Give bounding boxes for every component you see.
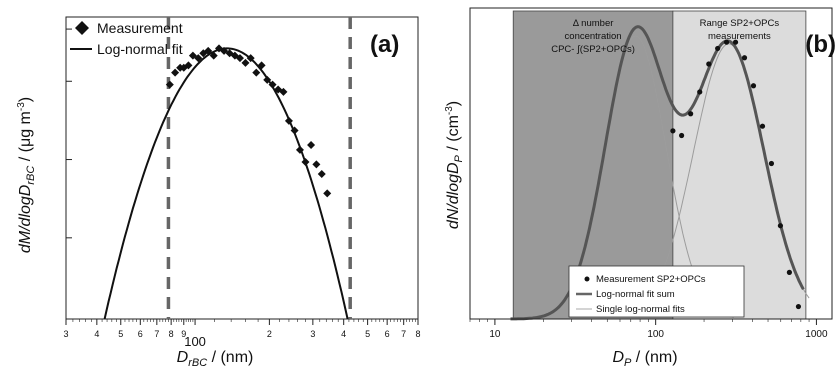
a-measurement-point <box>295 145 304 154</box>
b-region-label: CPC- ∫(SP2+OPCs) <box>551 44 635 55</box>
legend-measurement-sp2-label: Measurement SP2+OPCs <box>596 274 706 285</box>
a-measurement-point <box>268 80 277 89</box>
panel-b-chart: 10 100 1000 Δ number concentration CPC- ∫(SP… <box>444 7 836 367</box>
b-measurement-point <box>723 39 730 45</box>
a-measurement-point <box>194 54 203 63</box>
panel-b-label: (b) <box>805 31 836 58</box>
a-x-tick-label: 5 <box>365 329 370 339</box>
b-x-tick-label: 10 <box>489 329 501 340</box>
a-measurement-point <box>209 51 218 60</box>
a-measurement-point <box>171 68 180 77</box>
b-region-label: Δ number <box>573 18 614 29</box>
a-x-tick-label: 6 <box>138 329 143 339</box>
panel-b-frame <box>469 7 833 320</box>
b-region-label: Range SP2+OPCs <box>700 18 780 29</box>
panel-a-ylabel: dM/dlogDrBC / (μg m-3) <box>16 97 37 253</box>
a-x-tick-label: 100 <box>184 334 206 349</box>
a-x-tick-label: 6 <box>385 329 390 339</box>
a-measurement-point <box>204 46 213 55</box>
b-measurement-point <box>768 160 775 167</box>
panel-b-fit-sum-curve <box>510 25 805 321</box>
b-measurement-point <box>732 39 739 45</box>
a-measurement-point <box>184 61 193 70</box>
b-measurement-point <box>697 89 703 95</box>
a-x-tick-label: 3 <box>310 329 315 339</box>
panel-b-xlabel: DP / (nm) <box>612 349 677 367</box>
legend-diamond-marker <box>75 21 89 35</box>
a-measurement-point <box>263 75 272 84</box>
a-measurement-point <box>312 160 321 169</box>
b-region-label: concentration <box>565 31 622 42</box>
a-measurement-point <box>317 170 326 179</box>
b-measurement-point <box>706 61 712 67</box>
panel-b-ylabel: dN/dlogDP / (cm-3) <box>444 101 465 229</box>
a-x-tick-label: 8 <box>169 329 174 339</box>
a-x-tick-label: 9 <box>181 329 186 339</box>
panel-a-legend: Measurement Log-normal fit <box>70 20 183 57</box>
a-measurement-point <box>165 80 174 89</box>
legend-dot-marker <box>584 276 590 282</box>
a-measurement-point <box>323 189 332 198</box>
panel-a-frame <box>65 16 419 320</box>
a-x-tick-label: 2 <box>267 329 272 339</box>
legend-fit-sum-label: Log-normal fit sum <box>596 289 675 300</box>
legend-single-fits-label: Single log-normal fits <box>596 304 685 315</box>
a-x-tick-label: 7 <box>401 329 406 339</box>
a-x-tick-label: 7 <box>154 329 159 339</box>
legend-measurement-label: Measurement <box>97 20 183 36</box>
b-measurement-point <box>750 83 757 89</box>
b-x-tick-label: 100 <box>647 329 664 340</box>
b-measurement-point <box>679 132 685 139</box>
a-x-tick-label: 4 <box>341 329 346 339</box>
a-measurement-point <box>284 116 293 125</box>
a-measurement-point <box>235 54 244 63</box>
a-measurement-point <box>301 157 310 166</box>
a-x-tick-label: 8 <box>415 329 420 339</box>
a-x-tick-label: 5 <box>118 329 123 339</box>
panel-b-legend-box <box>568 265 745 318</box>
a-x-tick-label: 4 <box>94 329 99 339</box>
panel-a-xlabel: DrBC / (nm) <box>177 349 254 367</box>
a-measurement-point <box>246 54 255 63</box>
a-x-tick-label: 3 <box>63 329 68 339</box>
b-measurement-point <box>688 111 694 117</box>
b-measurement-point <box>759 123 766 129</box>
a-measurement-point <box>307 141 316 150</box>
a-measurement-point <box>279 87 288 96</box>
a-measurement-point <box>241 58 250 67</box>
b-measurement-point <box>795 303 802 310</box>
b-measurement-point <box>777 223 784 229</box>
b-measurement-point <box>786 269 792 275</box>
legend-fit-label: Log-normal fit <box>97 41 183 57</box>
a-measurement-point <box>252 68 261 77</box>
a-measurement-point <box>290 126 299 135</box>
b-measurement-point <box>741 55 748 61</box>
b-measurement-point <box>715 45 721 52</box>
b-region-label: measurements <box>708 31 771 42</box>
b-measurement-point <box>670 128 676 134</box>
b-x-tick-label: 1000 <box>805 329 828 340</box>
panel-a-fit-curve <box>103 47 349 320</box>
panel-a-label: (a) <box>370 31 399 58</box>
panel-b-legend: Measurement SP2+OPCs Log-normal fit sum … <box>568 265 745 318</box>
a-measurement-point <box>257 61 266 70</box>
